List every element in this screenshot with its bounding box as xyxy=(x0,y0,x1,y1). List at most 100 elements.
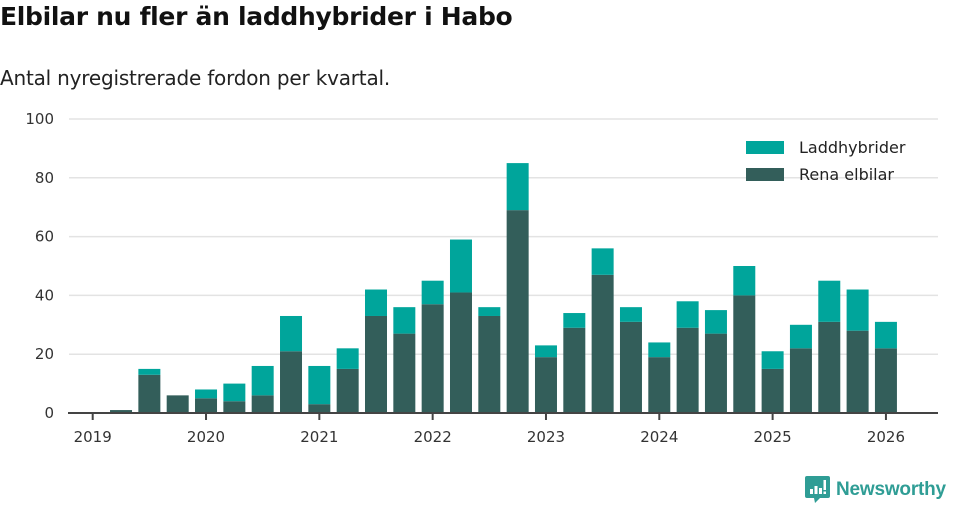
bar-2021-q3 xyxy=(365,289,387,413)
y-tick-label: 20 xyxy=(35,345,54,363)
bar-segment-rena-elbilar xyxy=(393,333,416,413)
bar-segment-rena-elbilar xyxy=(308,404,331,413)
bar-2019-q3 xyxy=(138,368,161,413)
bar-2019-q4 xyxy=(166,395,189,413)
bar-segment-rena-elbilar xyxy=(818,321,841,413)
newsworthy-logo[interactable]: Newsworthy xyxy=(805,476,946,503)
bar-2020-q1 xyxy=(195,389,218,413)
y-tick-label: 40 xyxy=(35,286,54,304)
bar-segment-laddhybrider xyxy=(648,342,671,358)
x-axis-labels: 2019 2020 2021 2022 2023 2024 2025 2026 xyxy=(74,413,905,446)
chart-title: Elbilar nu fler än laddhybrider i Habo xyxy=(0,2,513,31)
bar-2022-q1 xyxy=(421,280,444,413)
bar-segment-laddhybrider xyxy=(619,307,642,322)
y-tick-label: 60 xyxy=(35,228,54,246)
bar-segment-rena-elbilar xyxy=(676,327,699,413)
bar-segment-laddhybrider xyxy=(563,313,586,328)
bar-segment-rena-elbilar xyxy=(591,274,614,413)
legend-label-laddhybrider: Laddhybrider xyxy=(799,138,906,157)
bar-segment-laddhybrider xyxy=(591,248,614,275)
bar-2021-q1 xyxy=(308,365,331,413)
bar-2023-q4 xyxy=(619,307,642,413)
bar-segment-rena-elbilar xyxy=(534,357,557,413)
bar-segment-rena-elbilar xyxy=(138,374,161,413)
legend-label-rena-elbilar: Rena elbilar xyxy=(799,165,894,184)
bar-segment-rena-elbilar xyxy=(619,321,642,413)
bar-2024-q4 xyxy=(733,266,756,413)
bar-2019-q2 xyxy=(110,410,133,413)
bar-segment-laddhybrider xyxy=(308,365,331,405)
bar-2024-q3 xyxy=(704,310,727,413)
y-tick-label: 100 xyxy=(25,110,54,128)
bar-segment-rena-elbilar xyxy=(874,348,897,413)
bar-segment-rena-elbilar xyxy=(789,348,812,413)
bar-2022-q4 xyxy=(506,163,529,413)
bar-2025-q1 xyxy=(761,351,784,413)
bar-2026-q1 xyxy=(874,321,897,413)
bar-segment-rena-elbilar xyxy=(733,295,756,413)
gridlines xyxy=(69,118,938,355)
bar-segment-laddhybrider xyxy=(704,310,727,334)
bar-segment-laddhybrider xyxy=(223,383,246,402)
bar-segment-laddhybrider xyxy=(846,289,869,331)
bar-segment-laddhybrider xyxy=(393,307,416,334)
bar-segment-rena-elbilar xyxy=(761,368,784,413)
bar-segment-laddhybrider xyxy=(534,345,557,358)
x-tick-label: 2023 xyxy=(527,428,565,446)
bar-segment-rena-elbilar xyxy=(421,304,444,413)
bar-2021-q4 xyxy=(393,307,416,413)
bar-2024-q1 xyxy=(648,342,671,413)
y-axis-labels: 0 20 40 60 80 100 xyxy=(25,110,54,422)
bar-segment-laddhybrider xyxy=(421,280,444,305)
x-tick-label: 2020 xyxy=(187,428,225,446)
bar-segment-rena-elbilar xyxy=(563,327,586,413)
chart-subtitle: Antal nyregistrerade fordon per kvartal. xyxy=(0,66,391,90)
bar-2025-q4 xyxy=(846,289,869,413)
newsworthy-logo-icon xyxy=(805,476,830,503)
bar-segment-rena-elbilar xyxy=(365,315,387,413)
y-tick-label: 0 xyxy=(44,404,54,422)
bar-segment-rena-elbilar xyxy=(280,351,303,413)
bar-segment-laddhybrider xyxy=(733,266,756,296)
bar-segment-rena-elbilar xyxy=(449,292,472,413)
x-tick-label: 2019 xyxy=(74,428,112,446)
x-tick-label: 2024 xyxy=(640,428,678,446)
bar-segment-rena-elbilar xyxy=(704,333,727,413)
bar-segment-laddhybrider xyxy=(506,163,529,211)
bar-2020-q4 xyxy=(280,315,303,413)
bars xyxy=(110,163,897,413)
legend-swatch-rena-elbilar xyxy=(746,168,784,181)
legend: Laddhybrider Rena elbilar xyxy=(746,138,906,184)
bar-2021-q2 xyxy=(336,348,359,413)
bar-2025-q2 xyxy=(789,324,812,413)
bar-segment-laddhybrider xyxy=(251,365,274,396)
legend-swatch-laddhybrider xyxy=(746,141,784,154)
bar-2023-q1 xyxy=(534,345,557,413)
bar-segment-rena-elbilar xyxy=(506,210,529,413)
bar-segment-rena-elbilar xyxy=(648,357,671,413)
bar-segment-laddhybrider xyxy=(336,348,359,369)
bar-segment-laddhybrider xyxy=(789,324,812,349)
y-tick-label: 80 xyxy=(35,169,54,187)
bar-segment-rena-elbilar xyxy=(166,395,189,413)
x-tick-label: 2026 xyxy=(867,428,905,446)
bar-segment-laddhybrider xyxy=(874,321,897,349)
bar-segment-rena-elbilar xyxy=(846,330,869,413)
bar-2023-q3 xyxy=(591,248,614,413)
x-tick-label: 2022 xyxy=(414,428,452,446)
bar-segment-rena-elbilar xyxy=(251,395,274,413)
bar-segment-laddhybrider xyxy=(138,368,161,375)
bar-2022-q3 xyxy=(478,307,501,413)
newsworthy-brand-name: Newsworthy xyxy=(836,478,946,500)
bar-2023-q2 xyxy=(563,313,586,413)
bar-segment-laddhybrider xyxy=(478,307,501,316)
bar-segment-laddhybrider xyxy=(761,351,784,369)
x-tick-label: 2025 xyxy=(754,428,792,446)
bar-segment-rena-elbilar xyxy=(336,368,359,413)
bar-2020-q2 xyxy=(223,383,246,413)
bar-segment-laddhybrider xyxy=(818,280,841,322)
bar-segment-laddhybrider xyxy=(280,315,303,352)
bar-2022-q2 xyxy=(449,239,472,413)
bar-segment-laddhybrider xyxy=(195,389,218,399)
